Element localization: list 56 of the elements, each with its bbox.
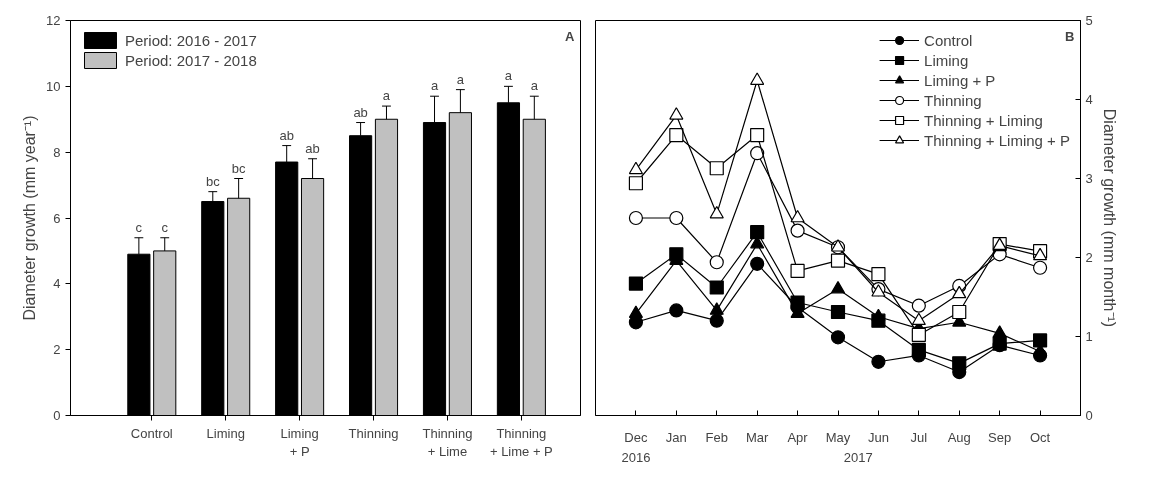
x-tick-label: Liming [206, 425, 245, 441]
data-label: c [161, 219, 169, 235]
annotation: A [565, 28, 576, 44]
y2-tick-label: 3 [1085, 171, 1093, 186]
y2-tick-label: 1 [1085, 329, 1093, 344]
legend-label: Liming + P [924, 71, 996, 89]
data-label: c [135, 219, 143, 235]
x-tick-label: Thinning + Lime + P [489, 425, 553, 459]
y-tick-label: 0 [53, 408, 61, 423]
x-tick-label: Jan [665, 429, 687, 445]
x-tick-label: Control [130, 425, 173, 441]
data-label: ab [305, 140, 320, 156]
y-tick-label: 2 [53, 342, 61, 358]
y-tick-label: 12 [46, 13, 61, 28]
x-tick-label: May [825, 429, 851, 445]
data-label: ab [353, 104, 368, 120]
y2-tick-label: 5 [1085, 13, 1093, 28]
x-tick-label: Aug [947, 429, 971, 445]
x-tick-label: Liming + P [280, 425, 319, 459]
text: 2016 [621, 449, 651, 465]
data-label: bc [231, 160, 247, 176]
y2-tick-label: 2 [1085, 250, 1093, 265]
data-label: a [530, 78, 539, 94]
y-tick-label: 8 [53, 144, 61, 160]
y-tick-label: 6 [53, 210, 61, 226]
data-label: a [504, 68, 513, 84]
x-tick-label: Dec [624, 429, 648, 445]
legend-label: Thinning [924, 91, 982, 109]
x-tick-label: Apr [787, 429, 809, 445]
x-tick-label: Thinning + Lime [422, 425, 473, 459]
legend-label: Thinning + Liming [924, 111, 1043, 129]
x-tick-label: Jun [867, 429, 889, 445]
data-label: ab [279, 127, 294, 143]
y2-tick-label: 0 [1085, 408, 1093, 423]
x-tick-label: Thinning [348, 425, 399, 441]
y-tick-label: 4 [53, 276, 61, 292]
y2-axis-title: Diameter growth (mm month⁻¹) [1100, 108, 1118, 328]
data-label: a [430, 78, 439, 94]
legend-label: Period: 2016 - 2017 [125, 31, 257, 49]
annotation: B [1065, 28, 1075, 44]
legend-label: Thinning + Liming + P [924, 131, 1070, 149]
data-label: bc [205, 173, 221, 189]
legend-label: Control [924, 31, 973, 49]
y-tick-label: 10 [46, 78, 61, 94]
x-tick-label: Oct [1029, 429, 1051, 445]
x-tick-label: Sep [988, 429, 1012, 445]
legend-label: Period: 2017 - 2018 [125, 51, 257, 69]
y-axis-title: Diameter growth (mm year⁻¹) [21, 115, 39, 321]
data-label: a [382, 88, 391, 104]
x-tick-label: Mar [745, 429, 770, 445]
legend-label: Liming [924, 51, 969, 69]
data-label: a [456, 71, 465, 87]
x-tick-label: Feb [705, 429, 728, 445]
y2-tick-label: 4 [1085, 92, 1093, 107]
x-tick-label: Jul [910, 429, 928, 445]
text: 2017 [843, 449, 873, 465]
